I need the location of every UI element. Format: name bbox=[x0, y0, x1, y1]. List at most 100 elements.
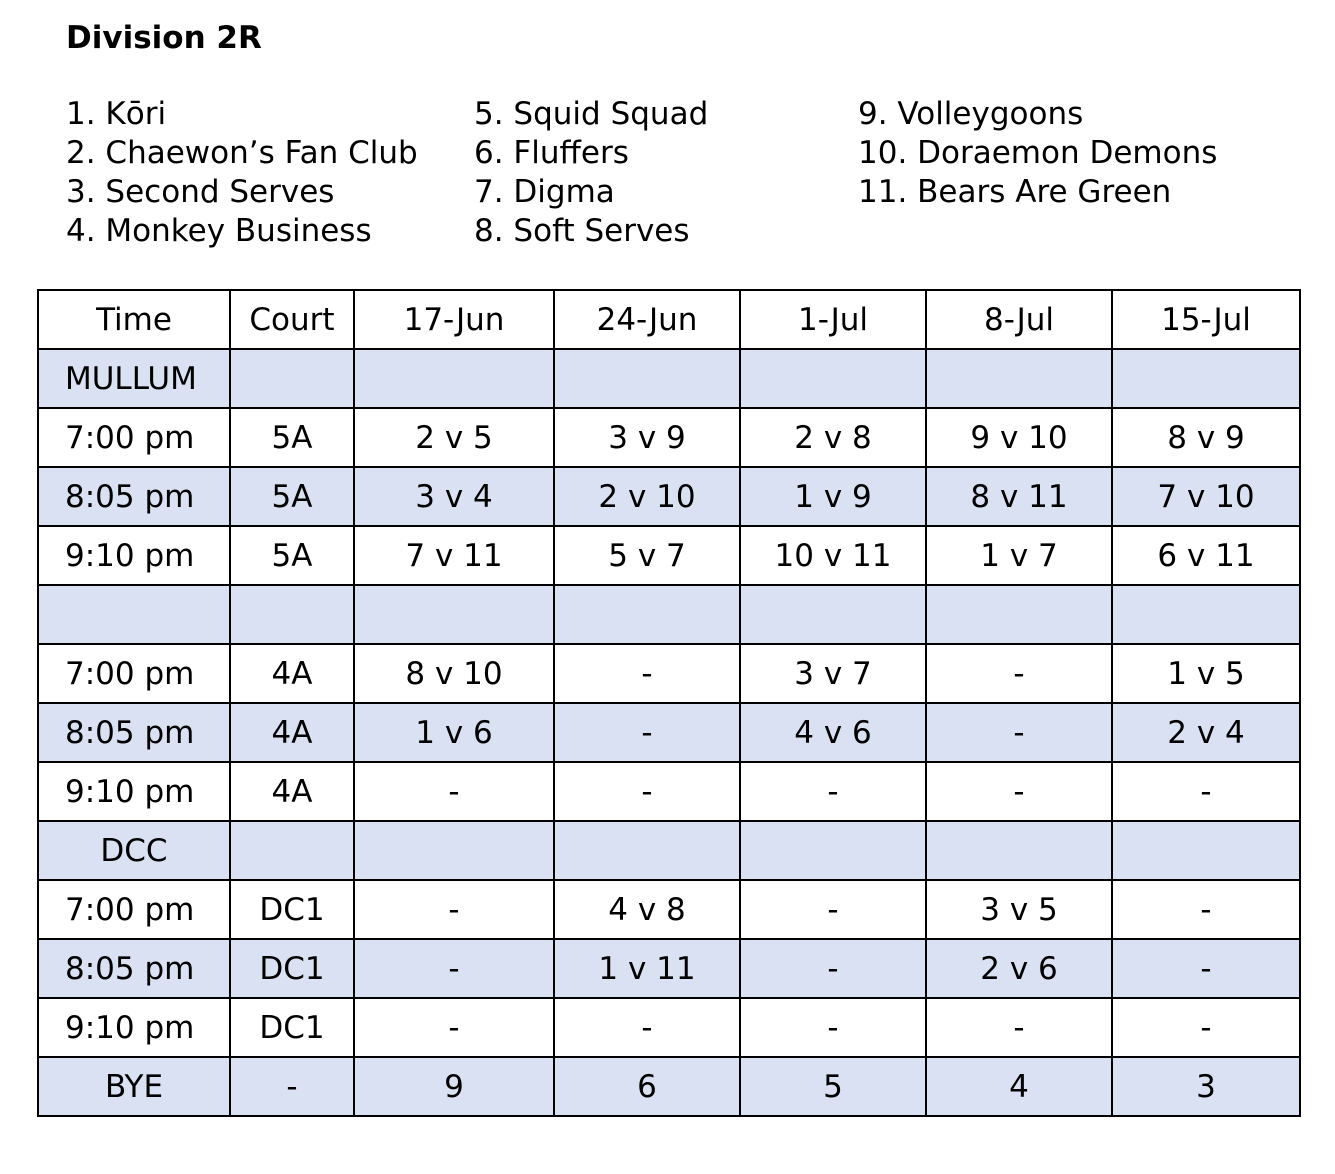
page-title: Division 2R bbox=[66, 20, 262, 56]
team-item: 10. Doraemon Demons bbox=[858, 135, 1218, 171]
match-cell: 6 bbox=[553, 1056, 741, 1117]
court-cell: 4A bbox=[229, 643, 355, 704]
time-cell: 7:00 pm bbox=[37, 407, 231, 468]
table-row: 7:00 pm DC1-4 v 8-3 v 5- bbox=[37, 879, 1301, 940]
time-cell: 9:10 pm bbox=[37, 761, 231, 822]
time-cell: 9:10 pm bbox=[37, 525, 231, 586]
team-column-3: 9. Volleygoons 10. Doraemon Demons 11. B… bbox=[858, 95, 1258, 212]
match-cell: 2 v 10 bbox=[553, 466, 741, 527]
match-cell bbox=[553, 348, 741, 409]
column-header: Court bbox=[229, 289, 355, 350]
table-row: BYE -9 6 5 4 3 bbox=[37, 1056, 1301, 1117]
match-cell: 3 v 9 bbox=[553, 407, 741, 468]
match-cell bbox=[353, 820, 555, 881]
match-cell: 2 v 6 bbox=[925, 938, 1113, 999]
court-cell: DC1 bbox=[229, 938, 355, 999]
match-cell: - bbox=[553, 702, 741, 763]
match-cell: 10 v 11 bbox=[739, 525, 927, 586]
match-cell: 4 v 8 bbox=[553, 879, 741, 940]
match-cell: 2 v 4 bbox=[1111, 702, 1301, 763]
match-cell bbox=[553, 820, 741, 881]
match-cell: 9 bbox=[353, 1056, 555, 1117]
match-cell: - bbox=[553, 997, 741, 1058]
time-cell: 7:00 pm bbox=[37, 643, 231, 704]
match-cell: 2 v 8 bbox=[739, 407, 927, 468]
team-item: 3. Second Serves bbox=[66, 174, 335, 210]
match-cell: 1 v 9 bbox=[739, 466, 927, 527]
match-cell: - bbox=[1111, 938, 1301, 999]
match-cell: 8 v 10 bbox=[353, 643, 555, 704]
court-cell bbox=[229, 820, 355, 881]
court-cell: 5A bbox=[229, 407, 355, 468]
match-cell: 8 v 9 bbox=[1111, 407, 1301, 468]
match-cell: - bbox=[553, 761, 741, 822]
time-cell: 8:05 pm bbox=[37, 702, 231, 763]
match-cell: - bbox=[925, 761, 1113, 822]
team-item: 4. Monkey Business bbox=[66, 213, 372, 249]
match-cell bbox=[925, 348, 1113, 409]
match-cell: - bbox=[739, 879, 927, 940]
match-cell: 1 v 7 bbox=[925, 525, 1113, 586]
team-column-1: 1. Kōri 2. Chaewon’s Fan Club 3. Second … bbox=[66, 95, 466, 251]
match-cell: - bbox=[739, 938, 927, 999]
time-cell: 7:00 pm bbox=[37, 879, 231, 940]
match-cell: 6 v 11 bbox=[1111, 525, 1301, 586]
team-item: 5. Squid Squad bbox=[474, 96, 709, 132]
match-cell: 8 v 11 bbox=[925, 466, 1113, 527]
match-cell: 3 v 7 bbox=[739, 643, 927, 704]
court-cell: DC1 bbox=[229, 879, 355, 940]
match-cell: - bbox=[353, 761, 555, 822]
team-item: 11. Bears Are Green bbox=[858, 174, 1172, 210]
match-cell: - bbox=[925, 702, 1113, 763]
team-item: 8. Soft Serves bbox=[474, 213, 690, 249]
match-cell: - bbox=[925, 997, 1113, 1058]
team-item: 9. Volleygoons bbox=[858, 96, 1084, 132]
match-cell bbox=[353, 348, 555, 409]
match-cell: - bbox=[739, 761, 927, 822]
match-cell bbox=[925, 584, 1113, 645]
match-cell: - bbox=[1111, 997, 1301, 1058]
match-cell bbox=[553, 584, 741, 645]
court-cell: DC1 bbox=[229, 997, 355, 1058]
table-row: 8:05 pm 4A 1 v 6-4 v 6-2 v 4 bbox=[37, 702, 1301, 763]
schedule-table: Time Court 17-Jun 24-Jun 1-Jul 8-Jul 15-… bbox=[37, 289, 1301, 1117]
match-cell bbox=[739, 584, 927, 645]
match-cell bbox=[353, 584, 555, 645]
match-cell: - bbox=[353, 938, 555, 999]
table-row: 8:05 pm DC1-1 v 11-2 v 6- bbox=[37, 938, 1301, 999]
table-row bbox=[37, 584, 1301, 645]
team-column-2: 5. Squid Squad 6. Fluffers 7. Digma 8. S… bbox=[474, 95, 874, 251]
column-header: 1-Jul bbox=[739, 289, 927, 350]
match-cell: 7 v 10 bbox=[1111, 466, 1301, 527]
team-item: 2. Chaewon’s Fan Club bbox=[66, 135, 418, 171]
table-row: DCC bbox=[37, 820, 1301, 881]
match-cell: 1 v 6 bbox=[353, 702, 555, 763]
match-cell: - bbox=[739, 997, 927, 1058]
match-cell: - bbox=[1111, 761, 1301, 822]
team-item: 1. Kōri bbox=[66, 96, 167, 132]
match-cell: 1 v 11 bbox=[553, 938, 741, 999]
match-cell: 7 v 11 bbox=[353, 525, 555, 586]
table-row: 9:10 pm 4A - - - - - bbox=[37, 761, 1301, 822]
match-cell bbox=[739, 348, 927, 409]
time-cell: 9:10 pm bbox=[37, 997, 231, 1058]
column-header: Time bbox=[37, 289, 231, 350]
time-cell: 8:05 pm bbox=[37, 938, 231, 999]
match-cell: 9 v 10 bbox=[925, 407, 1113, 468]
match-cell: 5 bbox=[739, 1056, 927, 1117]
match-cell: - bbox=[353, 997, 555, 1058]
match-cell bbox=[925, 820, 1113, 881]
match-cell: 3 v 4 bbox=[353, 466, 555, 527]
column-header: 24-Jun bbox=[553, 289, 741, 350]
team-item: 7. Digma bbox=[474, 174, 615, 210]
table-header-row: Time Court 17-Jun 24-Jun 1-Jul 8-Jul 15-… bbox=[37, 289, 1301, 350]
court-cell: 4A bbox=[229, 702, 355, 763]
court-cell: 4A bbox=[229, 761, 355, 822]
match-cell bbox=[1111, 584, 1301, 645]
match-cell: - bbox=[353, 879, 555, 940]
match-cell: 3 bbox=[1111, 1056, 1301, 1117]
match-cell: 3 v 5 bbox=[925, 879, 1113, 940]
